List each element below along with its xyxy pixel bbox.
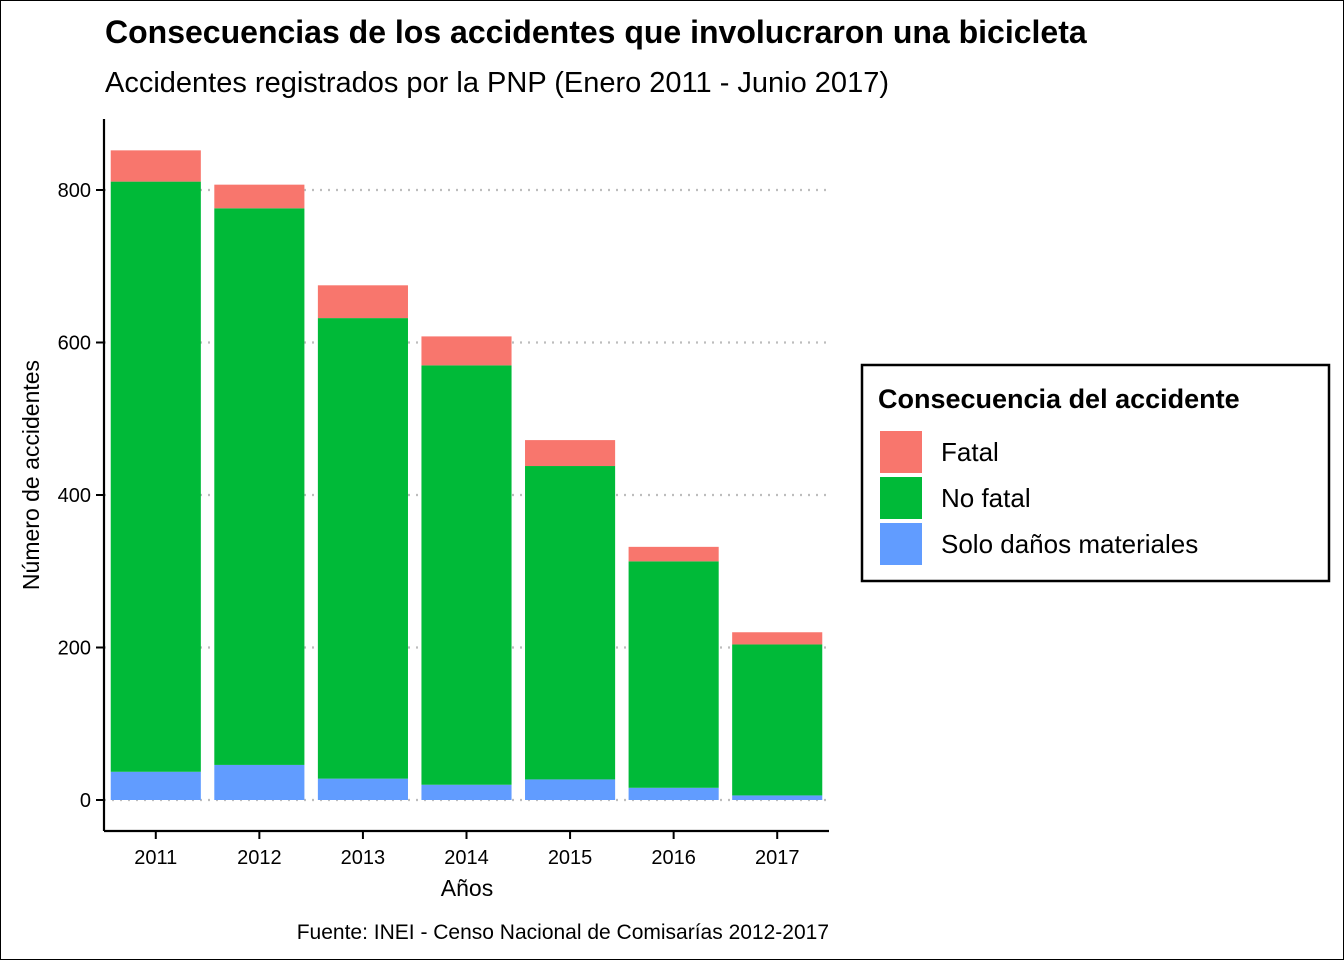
y-tick-label: 800 [58, 180, 91, 202]
x-tick-label: 2016 [651, 847, 696, 869]
bar-segment [525, 440, 616, 467]
y-tick-label: 200 [58, 638, 91, 660]
bar-segment [214, 208, 305, 765]
bar-segment [110, 150, 201, 182]
legend-label: No fatal [941, 483, 1031, 513]
bar-segment [214, 184, 305, 209]
y-tick-label: 600 [58, 333, 91, 355]
bar-segment [628, 561, 719, 788]
bar-segment [317, 778, 408, 800]
x-tick-label: 2015 [548, 847, 593, 869]
bar-segment [525, 779, 616, 800]
chart-subtitle: Accidentes registrados por la PNP (Enero… [105, 67, 889, 99]
bar-segment [317, 285, 408, 319]
y-tick-label: 0 [80, 790, 91, 812]
legend: Consecuencia del accidente Fatal No fatal… [860, 363, 1331, 583]
chart-caption: Fuente: INEI - Censo Nacional de Comisar… [297, 921, 829, 944]
y-tick-label: 400 [58, 485, 91, 507]
x-tick-label: 2011 [134, 847, 177, 869]
bar-segment [732, 795, 823, 800]
bar-segment [110, 181, 201, 772]
bar-segment [214, 764, 305, 800]
bar-segment [110, 771, 201, 800]
legend-label: Solo daños materiales [941, 529, 1198, 559]
x-tick-label: 2014 [444, 847, 489, 869]
legend-box [860, 363, 1331, 583]
legend-items: Fatal No fatal Solo daños materiales [880, 431, 1198, 565]
bar-segment [421, 365, 512, 785]
x-tick-label: 2017 [755, 847, 800, 869]
bar-segment [421, 336, 512, 366]
legend-label: Fatal [941, 437, 999, 467]
y-tick-labels: 0 200 400 600 800 [58, 180, 91, 812]
bar-segment [732, 632, 823, 645]
chart-title: Consecuencias de los accidentes que invo… [105, 14, 1087, 50]
x-tick-label: 2013 [341, 847, 386, 869]
bars [110, 150, 823, 800]
bar-segment [525, 466, 616, 780]
legend-swatch [880, 431, 922, 473]
legend-swatch [880, 477, 922, 519]
bar-segment [628, 787, 719, 800]
legend-swatch [880, 523, 922, 565]
x-tick-label: 2012 [237, 847, 282, 869]
x-axis-title: Años [441, 875, 493, 901]
x-tick-labels: 2011 2012 2013 2014 2015 2016 2017 [134, 847, 799, 869]
bar-segment [732, 644, 823, 796]
bar-segment [421, 784, 512, 800]
axes [96, 119, 829, 839]
bar-segment [628, 546, 719, 562]
bar-segment [317, 318, 408, 779]
y-axis-title: Número de accidentes [18, 360, 44, 590]
legend-title: Consecuencia del accidente [878, 384, 1240, 414]
